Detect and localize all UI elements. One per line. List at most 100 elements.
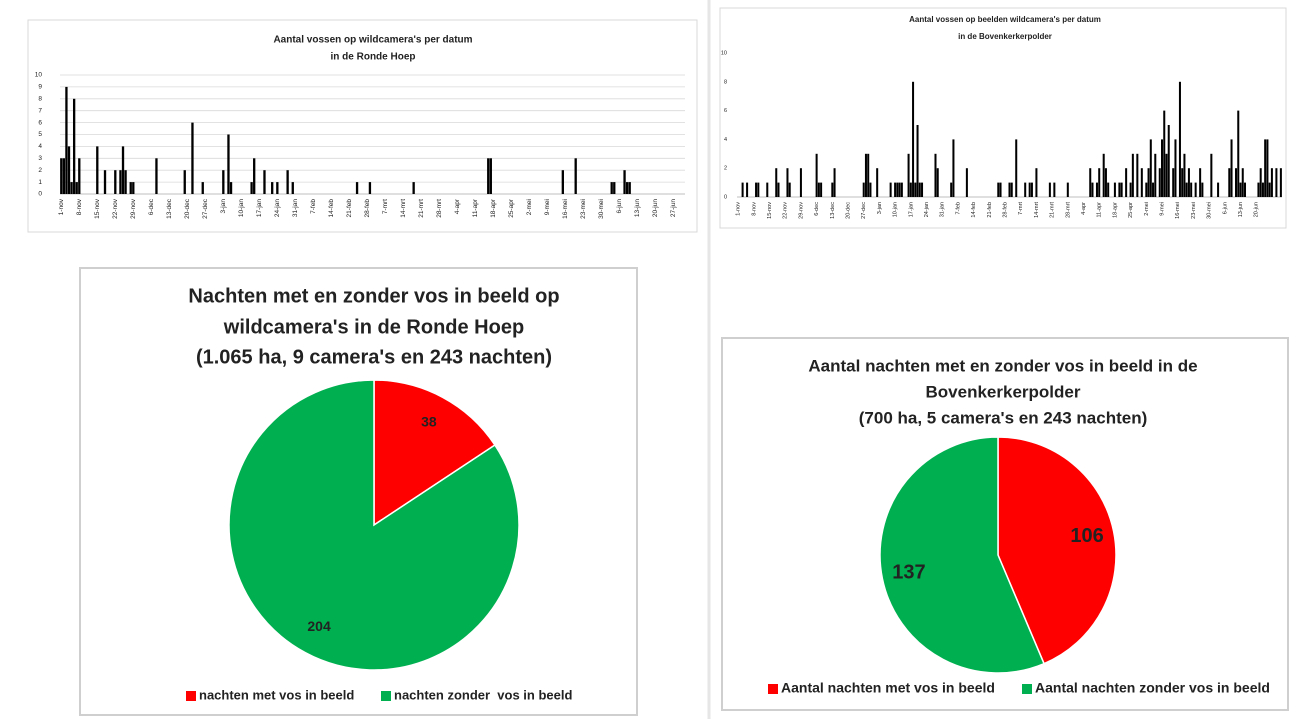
x-tick-label: 7-mrt [1018, 202, 1024, 215]
bar [1149, 139, 1152, 197]
x-tick-label: 28-feb [364, 199, 371, 218]
bar [1275, 168, 1278, 197]
x-tick-label: 28-feb [1002, 202, 1008, 218]
bar [1257, 182, 1260, 197]
bar [201, 182, 204, 194]
x-tick-label: 23-mei [1191, 202, 1197, 219]
bar [1174, 139, 1177, 197]
bar [132, 182, 135, 194]
bar [817, 182, 820, 197]
bar [952, 139, 955, 197]
bar [1279, 168, 1282, 197]
x-tick-label: 31-jan [940, 202, 946, 217]
x-tick-label: 30-mei [598, 199, 605, 219]
y-tick-label: 0 [38, 191, 42, 198]
bar [67, 146, 71, 194]
bar [70, 182, 73, 194]
bar [355, 182, 359, 194]
bar [628, 182, 631, 194]
bar [1237, 110, 1240, 197]
x-tick-label: 17-jan [908, 202, 914, 217]
y-tick-label: 5 [38, 131, 42, 138]
x-tick-label: 11-apr [472, 198, 479, 217]
bar [1185, 182, 1188, 197]
x-tick-label: 2-mei [526, 199, 533, 215]
bar [788, 182, 791, 197]
x-tick-label: 18-apr [1112, 202, 1118, 218]
x-tick-label: 22-nov [112, 198, 119, 219]
bar [487, 158, 490, 194]
bar [1152, 182, 1155, 197]
bar [867, 153, 870, 197]
x-tick-label: 14-feb [971, 202, 977, 218]
bar [950, 182, 953, 197]
x-tick-label: 4-apr [454, 198, 461, 214]
bar [1107, 182, 1110, 197]
y-tick-label: 9 [38, 84, 42, 91]
chart-title: (700 ha, 5 camera's en 243 nachten) [859, 408, 1147, 427]
x-tick-label: 21-feb [987, 202, 993, 218]
bar [997, 182, 1000, 197]
bar [896, 182, 899, 197]
bar [912, 81, 915, 197]
bar [1147, 168, 1150, 197]
bar [72, 98, 76, 194]
x-tick-label: 29-nov [798, 202, 804, 219]
bar [909, 182, 912, 197]
x-tick-label: 16-mei [562, 199, 569, 219]
bar [936, 168, 939, 197]
bar [155, 158, 158, 194]
x-tick-label: 28-mrt [1065, 202, 1071, 218]
y-tick-label: 0 [724, 194, 727, 200]
bar [183, 170, 186, 194]
bar [1172, 168, 1175, 197]
bar [1264, 139, 1267, 197]
bar [1118, 182, 1121, 197]
data-label: 137 [892, 561, 925, 583]
bar [1024, 182, 1027, 197]
bar [1053, 182, 1056, 197]
bar [1194, 182, 1197, 197]
bar [75, 182, 78, 194]
bar [775, 168, 778, 197]
x-tick-label: 9-mei [1159, 202, 1165, 216]
x-tick-label: 8-nov [76, 198, 83, 215]
legend-marker [381, 691, 391, 701]
bar [623, 170, 626, 194]
x-tick-label: 14-mrt [400, 199, 407, 218]
chart-title: in de Bovenkerkerpolder [958, 32, 1052, 41]
legend-label: nachten met vos in beeld [199, 687, 354, 702]
x-tick-label: 23-mei [580, 199, 587, 219]
bar [229, 182, 233, 194]
legend-marker [768, 684, 778, 694]
bar [1167, 125, 1170, 197]
x-tick-label: 8-nov [751, 202, 757, 216]
bar [786, 168, 789, 197]
bar [1230, 139, 1233, 197]
bar [746, 182, 749, 197]
bar [918, 182, 921, 197]
x-tick-label: 6-jun [1222, 202, 1228, 214]
bar [1145, 182, 1148, 197]
bar [1035, 168, 1038, 197]
x-tick-label: 17-jan [256, 199, 263, 217]
bar [1129, 182, 1132, 197]
bar [898, 182, 901, 197]
bar [191, 122, 194, 194]
pie-slice [997, 436, 1117, 665]
bar [1095, 182, 1098, 197]
x-tick-label: 15-nov [94, 198, 101, 219]
y-tick-label: 10 [721, 50, 727, 56]
x-tick-label: 6-dec [148, 198, 155, 215]
bar [1125, 168, 1128, 197]
bar [1268, 182, 1271, 197]
y-tick-label: 7 [38, 107, 42, 114]
bar [862, 182, 865, 197]
bar [799, 168, 802, 197]
bar [78, 158, 81, 194]
bar [757, 182, 760, 197]
bar [1089, 168, 1092, 197]
bar [250, 182, 253, 194]
bar [815, 153, 818, 197]
legend-label: Aantal nachten zonder vos in beeld [1035, 680, 1270, 696]
